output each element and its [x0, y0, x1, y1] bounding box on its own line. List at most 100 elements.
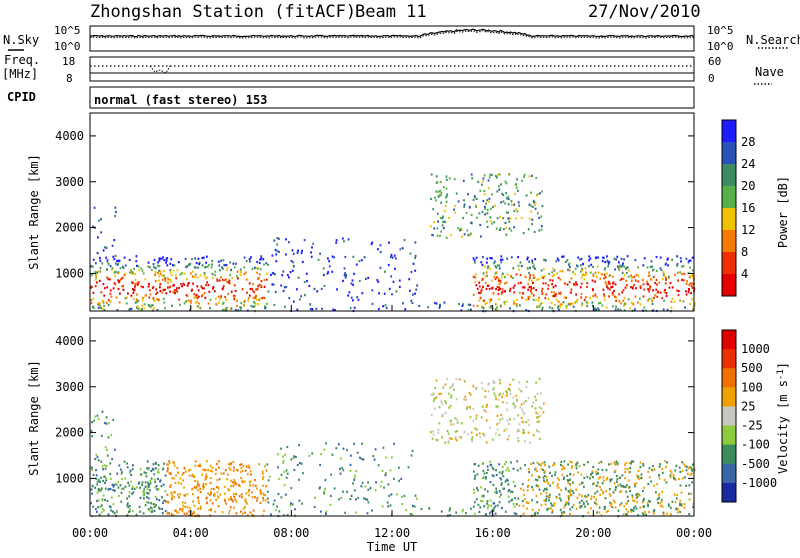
echo-cell [538, 476, 541, 479]
echo-cell [639, 461, 642, 464]
echo-cell [142, 272, 145, 275]
echo-cell [99, 490, 102, 493]
echo-cell [222, 259, 225, 262]
echo-cell [611, 275, 614, 278]
echo-cell [622, 289, 625, 292]
echo-cell [455, 192, 458, 195]
echo-cell [585, 271, 587, 274]
echo-cell [259, 492, 262, 495]
echo-cell [498, 463, 501, 466]
echo-cell [283, 484, 286, 487]
echo-cell [524, 400, 527, 403]
echo-cell [517, 189, 519, 192]
x-tick-label: 00:00 [676, 526, 712, 540]
echo-cell [480, 305, 483, 308]
echo-cell [541, 302, 543, 305]
echo-cell [184, 505, 186, 508]
echo-cell [194, 479, 196, 483]
echo-cell [496, 309, 499, 312]
echo-cell [129, 508, 132, 511]
echo-cell [530, 279, 533, 282]
echo-cell [640, 477, 642, 480]
echo-cell [501, 272, 504, 275]
echo-cell [128, 495, 131, 498]
echo-cell [412, 293, 414, 296]
echo-cell [541, 306, 544, 309]
echo-cell [489, 512, 491, 515]
x-tick-label: 12:00 [374, 526, 410, 540]
echo-cell [435, 199, 437, 202]
echo-cell [547, 482, 550, 485]
echo-cell [639, 285, 642, 288]
echo-cell [487, 504, 490, 507]
echo-cell [680, 491, 683, 494]
echo-cell [181, 501, 184, 504]
echo-cell [204, 469, 207, 472]
echo-cell [643, 306, 646, 309]
echo-cell [517, 439, 520, 443]
echo-cell [508, 220, 511, 223]
echo-cell [292, 265, 295, 268]
echo-cell [398, 466, 400, 469]
echo-cell [101, 499, 104, 502]
echo-cell [107, 303, 110, 307]
echo-cell [159, 289, 162, 293]
echo-cell [440, 191, 443, 195]
echo-cell [152, 298, 155, 301]
echo-cell [643, 486, 645, 489]
echo-cell [253, 305, 256, 308]
echo-cell [367, 481, 369, 484]
echo-cell [471, 177, 474, 180]
echo-cell [249, 260, 251, 263]
echo-cell [479, 223, 482, 227]
echo-cell [275, 253, 278, 256]
echo-cell [557, 259, 560, 262]
echo-cell [463, 398, 465, 401]
echo-cell [630, 274, 632, 277]
echo-cell [390, 255, 392, 258]
echo-cell [142, 512, 145, 515]
echo-cell [438, 306, 441, 309]
echo-cell [437, 431, 440, 434]
echo-cell [509, 418, 511, 421]
echo-cell [523, 286, 526, 289]
echo-cell [509, 289, 511, 292]
echo-cell [515, 273, 518, 276]
echo-cell [97, 459, 100, 462]
echo-cell [473, 259, 476, 262]
echo-cell [623, 274, 626, 277]
echo-cell [496, 217, 499, 220]
echo-cell [432, 208, 435, 211]
echo-cell [431, 437, 434, 440]
echo-cell [493, 502, 496, 505]
echo-cell [474, 273, 477, 276]
echo-cell [245, 465, 248, 468]
echo-cell [161, 274, 164, 277]
echo-cell [227, 473, 229, 476]
echo-cell [351, 279, 354, 282]
echo-cell [102, 249, 105, 252]
echo-cell [127, 292, 129, 295]
echo-cell [484, 275, 487, 278]
echo-cell [620, 302, 623, 305]
echo-cell [141, 304, 144, 307]
echo-cell [219, 493, 222, 496]
echo-cell [560, 460, 563, 463]
velocity-echoes [90, 377, 696, 518]
echo-cell [473, 195, 476, 198]
echo-cell [483, 299, 485, 302]
echo-cell [578, 493, 581, 496]
echo-cell [330, 473, 332, 476]
echo-cell [183, 512, 186, 515]
echo-cell [489, 267, 492, 270]
echo-cell [138, 281, 141, 284]
echo-cell [381, 469, 384, 472]
echo-cell [663, 478, 666, 481]
echo-cell [645, 513, 647, 516]
echo-cell [644, 510, 646, 514]
echo-cell [169, 290, 171, 293]
echo-cell [324, 478, 327, 482]
echo-cell [93, 206, 96, 209]
echo-cell [511, 490, 514, 493]
echo-cell [158, 275, 161, 278]
